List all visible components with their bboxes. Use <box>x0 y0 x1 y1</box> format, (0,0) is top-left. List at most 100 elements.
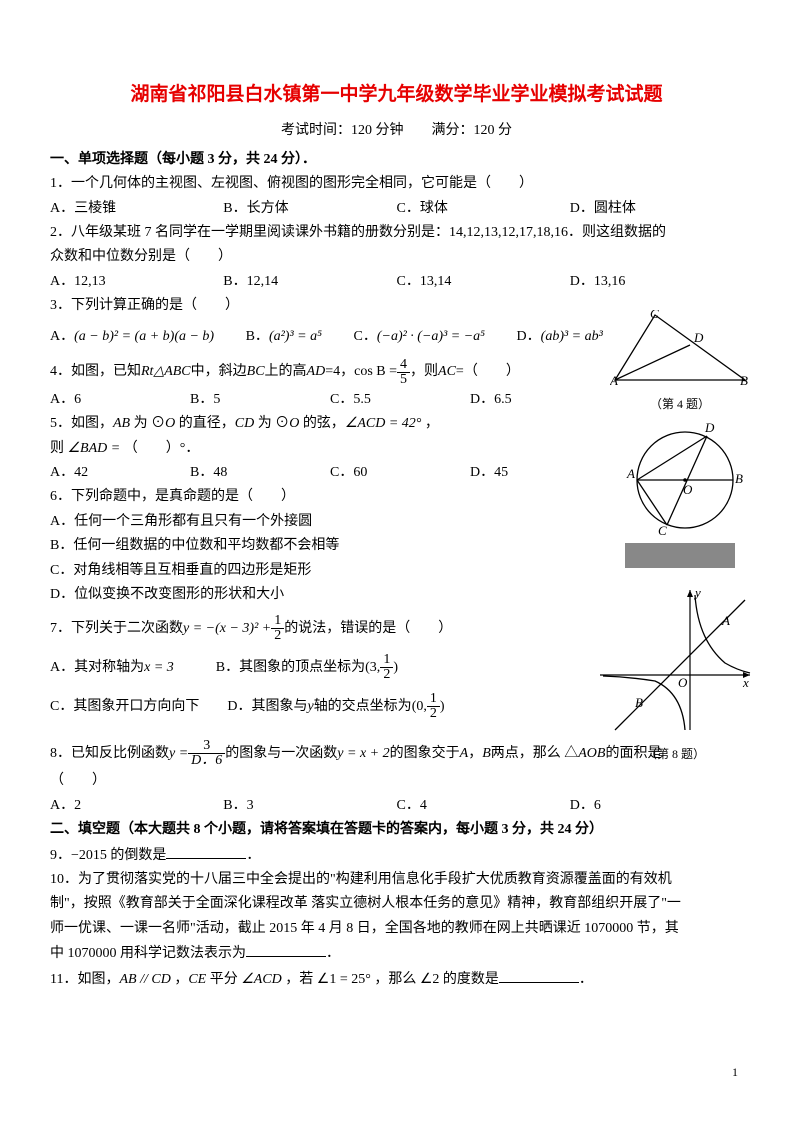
q1-opt-c: C．球体 <box>397 198 570 220</box>
q4-opt-b: B．5 <box>190 389 330 411</box>
q4-t3: 上的高 <box>265 361 307 383</box>
q4-frac-num: 4 <box>397 358 410 373</box>
q4-ac: AC <box>438 361 456 383</box>
q8-opt-b: B．3 <box>223 795 396 817</box>
q4-t5: ，则 <box>410 361 438 383</box>
circle-icon: A B C D O <box>625 420 745 535</box>
q3-b-pre: B． <box>218 329 269 344</box>
q8-d: D．6 <box>188 754 225 768</box>
q8-t5: 两点，那么 △ <box>491 743 579 765</box>
q4-rt: Rt△ABC <box>141 361 191 383</box>
q4-options: A．6 B．5 C．5.5 D．6.5 <box>50 389 610 411</box>
q2-opt-d: D．13,16 <box>570 271 743 293</box>
q3-a-pre: A． <box>50 329 74 344</box>
q4-ad: AD <box>307 361 326 383</box>
q7-d: 2 <box>271 629 284 643</box>
fig-q5: A B C D O <box>625 420 745 568</box>
q1-opt-d: D．圆柱体 <box>570 198 743 220</box>
q5-t2: 为 ⊙ <box>134 416 166 431</box>
q8-opt-c: C．4 <box>397 795 570 817</box>
q5-t5: 的弦， <box>303 416 345 431</box>
q8-a: A <box>460 743 469 765</box>
q3-a-eq: (a − b)² = (a + b)(a − b) <box>74 329 214 344</box>
q4-t4: =4， <box>325 361 354 383</box>
q7-dn: 1 <box>427 692 440 707</box>
q4-cos: cos B = <box>354 361 397 383</box>
q5-t1: 5．如图， <box>50 416 113 431</box>
fig8-B: B <box>635 695 643 710</box>
q4-bc: BC <box>247 361 265 383</box>
fig4-A: A <box>610 373 618 385</box>
q9: 9．−2015 的倒数是 ． <box>50 844 743 867</box>
q9-suf: ． <box>246 848 260 863</box>
q5-cd: CD <box>235 416 254 431</box>
q7-c: C．其图象开口方向向下 <box>50 696 199 718</box>
q10-suf: ． <box>326 946 340 961</box>
q7-a-pre: A．其对称轴为 <box>50 657 144 679</box>
section1-heading: 一、单项选择题（每小题 3 分，共 24 分）． <box>50 149 743 171</box>
q5-t3: 的直径， <box>179 416 235 431</box>
q7-b-pre: B．其图象的顶点坐标为 <box>174 657 365 679</box>
q1-options: A．三棱锥 B．长方体 C．球体 D．圆柱体 <box>50 198 743 220</box>
fig4-label: （第 4 题） <box>610 395 750 414</box>
q2-opt-a: A．12,13 <box>50 271 223 293</box>
q5-opt-a: A．42 <box>50 462 190 484</box>
q9-text: 9．−2015 的倒数是 <box>50 848 166 863</box>
q10-blank <box>246 942 326 957</box>
section2-heading: 二、填空题（本大题共 8 个小题，请将答案填在答题卡的答案内，每小题 3 分，共… <box>50 819 743 841</box>
q5-t8: （ ）°． <box>124 441 200 456</box>
q10-l3: 师一优课、一课一名师"活动，截止 2015 年 4 月 8 日，全国各地的教师在… <box>50 918 743 940</box>
q5-ab: AB <box>113 416 130 431</box>
fig-q4: A B C D （第 4 题） <box>610 310 750 415</box>
q11-a2: ∠2 <box>420 972 440 987</box>
q10-l2: 制"，按照《教育部关于全面深化课程改革 落实立德树人根本任务的意见》精神，教育部… <box>50 893 743 915</box>
q7-t1: 7．下列关于二次函数 <box>50 618 183 640</box>
q8-t2: 的图象与一次函数 <box>225 743 337 765</box>
q3-d-eq: (ab)³ = ab³ <box>541 329 603 344</box>
fig8-y: y <box>693 585 701 600</box>
graph-icon: x y O A B <box>595 585 755 735</box>
page-number: 1 <box>732 1063 738 1082</box>
q5-ang: ∠ACD = 42° <box>345 416 422 431</box>
fig5-C: C <box>658 523 667 535</box>
q11-t2: ， <box>174 972 188 987</box>
q7-d-mid: 轴的交点坐标为 <box>314 696 412 718</box>
q5-opt-b: B．48 <box>190 462 330 484</box>
q7-bd: 2 <box>380 668 393 682</box>
fig8-A: A <box>721 613 730 628</box>
q4-opt-d: D．6.5 <box>470 389 610 411</box>
q11-t3: 平分 <box>210 972 242 987</box>
q5-t4: 为 ⊙ <box>258 416 290 431</box>
q2-options: A．12,13 B．12,14 C．13,14 D．13,16 <box>50 271 743 293</box>
q11-t5: ，那么 <box>374 972 420 987</box>
q8-options: A．2 B．3 C．4 D．6 <box>50 795 743 817</box>
q1-opt-a: A．三棱锥 <box>50 198 223 220</box>
title: 湖南省祁阳县白水镇第一中学九年级数学毕业学业模拟考试试题 <box>50 80 743 110</box>
q1-text: 1．一个几何体的主视图、左视图、俯视图的图形完全相同，它可能是（ ） <box>50 173 743 195</box>
fig5-B: B <box>735 471 743 486</box>
q7-d-pre: D．其图象与 <box>199 696 307 718</box>
q1-opt-b: B．长方体 <box>223 198 396 220</box>
q7-y: y = −(x − 3)² + <box>183 618 271 640</box>
q5-o2: O <box>289 416 299 431</box>
q11-t6: 的度数是 <box>443 972 499 987</box>
q5-bad: ∠BAD = <box>68 441 124 456</box>
fig5-D: D <box>704 420 715 435</box>
q4-opt-c: C．5.5 <box>330 389 470 411</box>
q2-line1: 2．八年级某班 7 名同学在一学期里阅读课外书籍的册数分别是：14,12,13,… <box>50 222 743 244</box>
q2-line2: 众数和中位数分别是（ ） <box>50 246 743 268</box>
q8-n: 3 <box>188 739 225 754</box>
q7-b-eq: (3, <box>365 657 380 679</box>
q11-blank <box>499 968 579 983</box>
q8-b: B <box>482 743 491 765</box>
q10-l4: 中 1070000 用科学记数法表示为． <box>50 942 743 965</box>
fig-q8: x y O A B （第 8 题） <box>595 585 755 765</box>
q7-n: 1 <box>271 614 284 629</box>
q8-t1: 8．已知反比例函数 <box>50 743 169 765</box>
q8-t4: ， <box>468 743 482 765</box>
q8-opt-a: A．2 <box>50 795 223 817</box>
q3-c-eq: (−a)² · (−a)³ = −a⁵ <box>377 329 485 344</box>
q10-l1: 10．为了贯彻落实党的十八届三中全会提出的"构建利用信息化手段扩大优质教育资源覆… <box>50 869 743 891</box>
q3-d-pre: D． <box>489 329 541 344</box>
q4-text: 4．如图，已知 Rt△ABC 中，斜边 BC 上的高 AD =4， cos B … <box>50 358 610 387</box>
